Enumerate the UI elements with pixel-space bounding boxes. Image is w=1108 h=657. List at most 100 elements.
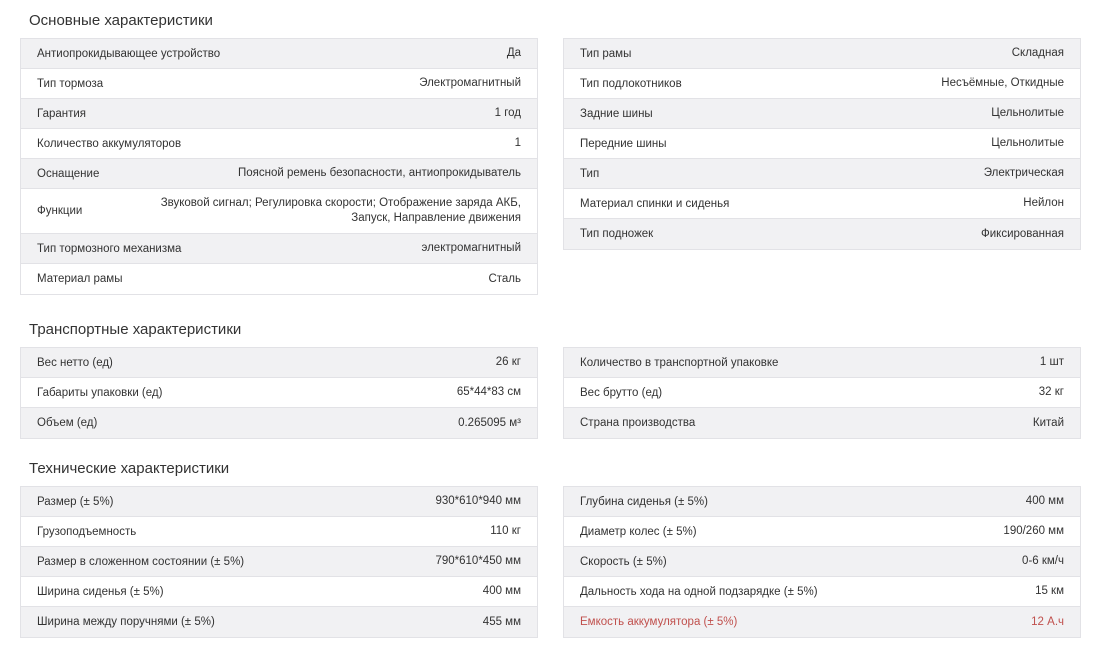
spec-label: Размер (± 5%): [37, 495, 114, 508]
spec-row: Тип тормоза Электромагнитный: [21, 69, 537, 99]
spec-row: Ширина сиденья (± 5%) 400 мм: [21, 577, 537, 607]
spec-label: Тип подлокотников: [580, 77, 682, 90]
spec-row: Габариты упаковки (ед) 65*44*83 см: [21, 378, 537, 408]
spec-value: Поясной ремень безопасности, антиопрокид…: [238, 167, 521, 179]
spec-label: Тип подножек: [580, 228, 654, 240]
spec-row: Тип тормозного механизма электромагнитный: [21, 234, 537, 264]
spec-row: Объем (ед) 0.265095 м³: [21, 408, 537, 438]
spec-value: 930*610*940 мм: [435, 495, 521, 507]
spec-value: Китай: [1032, 416, 1064, 429]
spec-label: Материал рамы: [37, 273, 123, 285]
spec-label: Тип: [580, 167, 600, 180]
spec-label: Вес брутто (ед): [580, 386, 663, 399]
spec-value: Звуковой сигнал; Регулировка скорости; О…: [160, 197, 521, 224]
spec-label: Передние шины: [580, 137, 667, 150]
spec-value: 1: [514, 137, 521, 149]
spec-value: 65*44*83 см: [456, 386, 521, 398]
spec-value: Цельнолитые: [991, 107, 1064, 119]
spec-value: Электромагнитный: [419, 77, 521, 89]
spec-table-transport-left: Вес нетто (ед) 26 кг Габариты упаковки (ед…: [20, 347, 538, 439]
spec-label: Скорость (± 5%): [580, 555, 667, 568]
spec-label: Грузоподъемность: [37, 525, 137, 538]
spec-row: Дальность хода на одной подзарядке (± 5%…: [564, 577, 1080, 607]
spec-label: Емкость аккумулятора (± 5%): [580, 616, 738, 628]
spec-label: Задние шины: [580, 107, 653, 120]
spec-row: Емкость аккумулятора (± 5%) 12 А.ч: [564, 607, 1080, 637]
spec-label: Антиопрокидывающее устройство: [37, 47, 221, 60]
spec-value: 0.265095 м³: [458, 416, 521, 429]
spec-table-main-left: Антиопрокидывающее устройство Да Тип тормо…: [20, 38, 538, 295]
spec-value: Цельнолитые: [991, 137, 1064, 149]
spec-label: Диаметр колес (± 5%): [580, 525, 697, 538]
spec-value: электромагнитный: [421, 242, 521, 254]
spec-value: Да: [506, 47, 521, 59]
section-title-transport: Транспортные характеристики: [29, 321, 242, 338]
spec-value: 400 мм: [482, 585, 521, 597]
spec-row: Функции Звуковой сигнал; Регулировка скор…: [21, 189, 537, 234]
spec-row: Антиопрокидывающее устройство Да: [21, 39, 537, 69]
section-title-main: Основные характеристики: [29, 12, 213, 29]
spec-label: Дальность хода на одной подзарядке (± 5%…: [580, 585, 818, 598]
spec-label: Количество в транспортной упаковке: [580, 356, 779, 369]
spec-label: Страна производства: [580, 417, 696, 429]
spec-value: Нейлон: [1023, 197, 1064, 209]
spec-row: Количество в транспортной упаковке 1 шт: [564, 348, 1080, 378]
spec-row: Размер (± 5%) 930*610*940 мм: [21, 487, 537, 517]
spec-label: Материал спинки и сиденья: [580, 197, 730, 210]
spec-table-main-right: Тип рамы Складная Тип подлокотников Несъёмн…: [563, 38, 1081, 250]
spec-label: Габариты упаковки (ед): [37, 386, 163, 399]
spec-value: Электрическая: [983, 167, 1064, 179]
spec-label: Оснащение: [37, 167, 100, 180]
spec-row: Ширина между поручнями (± 5%) 455 мм: [21, 607, 537, 637]
spec-value: 1 шт: [1039, 356, 1064, 368]
spec-value: Несъёмные, Откидные: [941, 77, 1064, 89]
spec-value: 790*610*450 мм: [435, 555, 521, 567]
spec-row: Тип подлокотников Несъёмные, Откидные: [564, 69, 1080, 99]
spec-row: Материал рамы Сталь: [21, 264, 537, 294]
spec-label: Объем (ед): [37, 417, 98, 429]
spec-row: Оснащение Поясной ремень безопасности, ан…: [21, 159, 537, 189]
spec-value: Складная: [1011, 47, 1064, 59]
spec-label: Глубина сиденья (± 5%): [580, 495, 708, 508]
spec-value: 0-6 км/ч: [1022, 555, 1064, 567]
spec-value: Сталь: [488, 272, 521, 285]
spec-value: 12 А.ч: [1031, 615, 1064, 628]
spec-row: Диаметр колес (± 5%) 190/260 мм: [564, 517, 1080, 547]
spec-row: Страна производства Китай: [564, 408, 1080, 438]
spec-label: Количество аккумуляторов: [37, 137, 182, 150]
spec-label: Функции: [37, 205, 83, 217]
spec-row: Тип Электрическая: [564, 159, 1080, 189]
spec-row: Глубина сиденья (± 5%) 400 мм: [564, 487, 1080, 517]
spec-row: Тип рамы Складная: [564, 39, 1080, 69]
spec-row: Вес брутто (ед) 32 кг: [564, 378, 1080, 408]
spec-label: Тип рамы: [580, 47, 632, 60]
spec-row: Гарантия 1 год: [21, 99, 537, 129]
spec-row: Размер в сложенном состоянии (± 5%) 790*6…: [21, 547, 537, 577]
spec-label: Вес нетто (ед): [37, 356, 113, 369]
spec-value: 26 кг: [495, 356, 521, 368]
spec-row: Передние шины Цельнолитые: [564, 129, 1080, 159]
spec-label: Тип тормозного механизма: [37, 242, 182, 255]
spec-value: 455 мм: [482, 615, 521, 628]
spec-value: Фиксированная: [981, 227, 1064, 240]
spec-value: 110 кг: [490, 525, 521, 537]
spec-table-technical-left: Размер (± 5%) 930*610*940 мм Грузоподъемно…: [20, 486, 538, 638]
spec-row: Грузоподъемность 110 кг: [21, 517, 537, 547]
spec-row: Количество аккумуляторов 1: [21, 129, 537, 159]
spec-label: Тип тормоза: [37, 77, 104, 90]
spec-value: 15 км: [1035, 585, 1064, 597]
spec-value: 190/260 мм: [1003, 525, 1064, 537]
spec-value: 400 мм: [1025, 495, 1064, 507]
section-title-technical: Технические характеристики: [29, 460, 230, 477]
spec-table-technical-right: Глубина сиденья (± 5%) 400 мм Диаметр коле…: [563, 486, 1081, 638]
spec-label: Размер в сложенном состоянии (± 5%): [37, 555, 245, 568]
spec-row: Вес нетто (ед) 26 кг: [21, 348, 537, 378]
spec-table-transport-right: Количество в транспортной упаковке 1 шт Ве…: [563, 347, 1081, 439]
spec-row: Тип подножек Фиксированная: [564, 219, 1080, 249]
spec-value: 32 кг: [1038, 386, 1064, 398]
spec-row: Материал спинки и сиденья Нейлон: [564, 189, 1080, 219]
spec-value: 1 год: [494, 107, 521, 119]
spec-label: Ширина сиденья (± 5%): [37, 585, 164, 598]
spec-row: Скорость (± 5%) 0-6 км/ч: [564, 547, 1080, 577]
spec-label: Гарантия: [37, 107, 87, 120]
